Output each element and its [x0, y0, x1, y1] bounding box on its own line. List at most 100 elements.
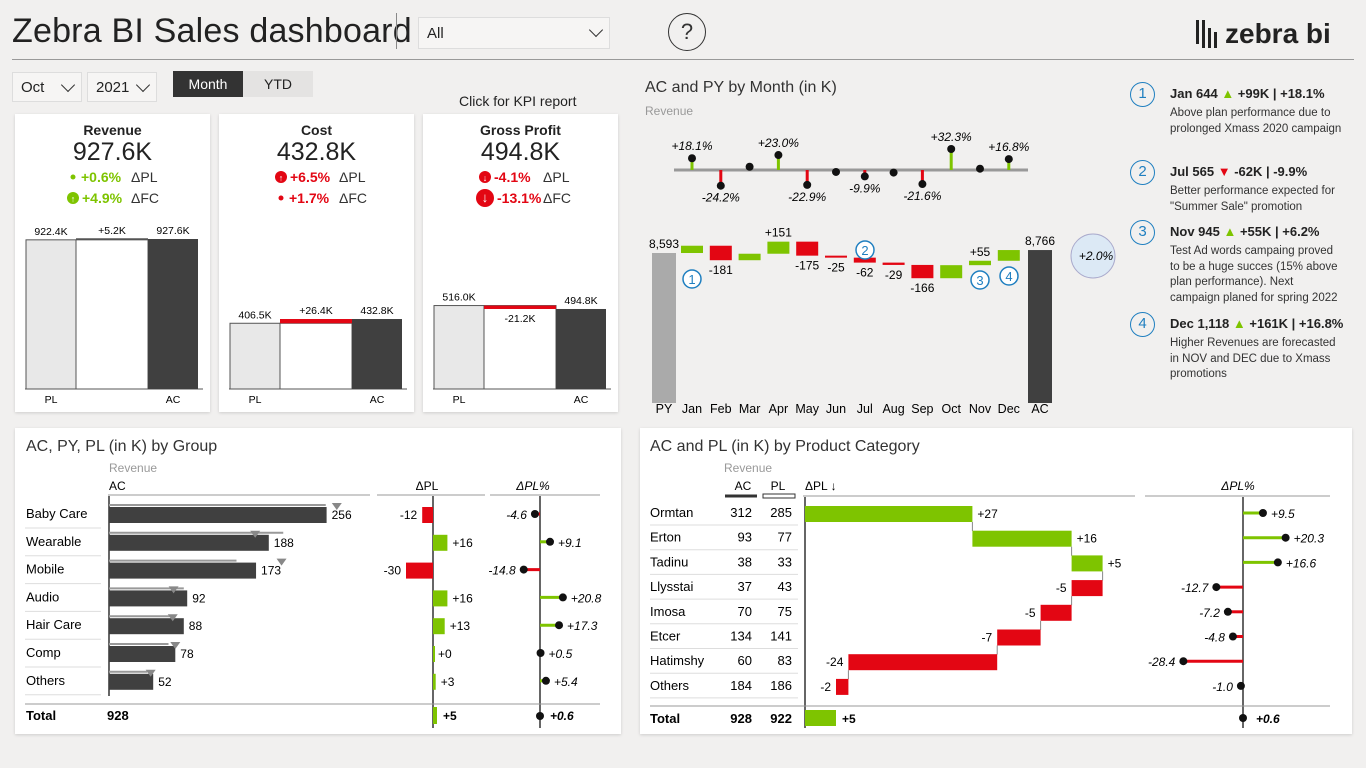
kpi-report-link[interactable]: Click for KPI report [459, 93, 577, 109]
product-row-name: Hatimshy [650, 653, 705, 668]
gross-profit-kpi-card[interactable]: Gross Profit 494.8K ↓ -4.1% ΔPL ↓ -13.1% ΔFC 5… [423, 114, 618, 412]
dplp-dot [1258, 509, 1267, 517]
pin-dot [774, 151, 783, 160]
dplp-value: -1.0 [1212, 680, 1233, 694]
ac-bar [352, 319, 402, 389]
pin-dot [947, 145, 956, 154]
month-toggle[interactable]: Month [173, 71, 243, 97]
total-dpl-bar [805, 710, 836, 726]
product-row-name: Erton [650, 530, 681, 545]
total-dplp: +0.6 [550, 709, 574, 723]
product-row-name: Llysstai [650, 579, 693, 594]
delta-bar [280, 319, 352, 324]
pl-bar [229, 322, 281, 390]
waterfall-bar-apr [767, 241, 790, 254]
pl-marker [167, 614, 178, 622]
comment-number: 2 [1130, 160, 1155, 185]
dpl-bar [848, 654, 998, 671]
variance-label: ΔFC [543, 190, 571, 206]
triangle-up-icon: ▲ [1229, 316, 1250, 331]
month-label: Feb [710, 402, 732, 416]
group-row-name: Audio [26, 589, 59, 604]
col-pl-header: PL [771, 479, 786, 493]
pl-value: 516.0K [442, 292, 475, 304]
waterfall-label: -29 [885, 268, 903, 282]
variance-value: +0.6% [81, 169, 122, 185]
month-label: Sep [911, 402, 933, 416]
total-dpl: +5 [842, 712, 856, 726]
dplp-dot [1223, 607, 1232, 616]
dpl-bar [433, 646, 435, 662]
product-ac: 60 [738, 653, 752, 668]
header-divider [12, 59, 1354, 60]
ac-value: 927.6K [156, 225, 189, 237]
variance-dot [476, 189, 494, 207]
x-label-ac: AC [574, 394, 589, 404]
variance-dot [278, 195, 284, 201]
comment-delta: -62K | -9.9% [1234, 164, 1308, 179]
ac-value: 173 [261, 564, 281, 578]
dplp-dot [546, 537, 555, 546]
month-dropdown[interactable]: Oct [12, 72, 82, 102]
total-label: Total [26, 708, 56, 723]
dpl-bar [1071, 580, 1103, 597]
pl-marker [170, 642, 181, 649]
revenue-kpi-card[interactable]: Revenue 927.6K +0.6% ΔPL ↑ +4.9% ΔFC 922.4K +5… [15, 114, 210, 412]
year-dropdown[interactable]: 2021 [87, 72, 157, 102]
comment-delta: +99K | +18.1% [1237, 86, 1325, 101]
month-label: Jun [826, 402, 846, 416]
product-row-name: Imosa [650, 604, 686, 619]
cost-kpi-chart: ↑ +6.5% ΔPL +1.7% ΔFC 406.5K +26.4K 432.8K PL AC [229, 169, 407, 404]
py-bar [279, 322, 353, 390]
help-button[interactable]: ? [668, 13, 706, 51]
variance-value: +1.7% [289, 190, 330, 206]
month-label: Aug [882, 402, 904, 416]
dplp-value: -7.2 [1199, 606, 1220, 620]
cost-kpi-card[interactable]: Cost 432.8K ↑ +6.5% ΔPL +1.7% ΔFC 406.5K +26.4… [219, 114, 414, 412]
pl-header-line [762, 493, 796, 499]
dplp-value: +16.6 [1286, 556, 1317, 570]
dpl-value: +0 [438, 647, 452, 661]
arrow-up-icon: ↑ [71, 194, 76, 204]
pl-marker [276, 558, 287, 566]
year-value: 2021 [96, 78, 130, 96]
kpi-value: 927.6K [72, 138, 153, 166]
x-label-pl: PL [249, 394, 262, 404]
comment-heading: Jan 644 ▲ +99K | +18.1% [1170, 86, 1325, 101]
variance-label: ΔFC [131, 190, 159, 206]
group-filter-value: All [427, 24, 444, 42]
ac-bar [109, 534, 269, 551]
month-label: Mar [739, 402, 761, 416]
group-filter-dropdown[interactable]: All [418, 17, 610, 49]
dpl-value: -5 [1025, 606, 1036, 620]
comment-value: Jan 644 [1170, 86, 1218, 101]
x-label-ac: AC [370, 394, 385, 404]
comment-marker [855, 240, 875, 260]
comment-marker [970, 270, 990, 290]
product-ac: 312 [730, 505, 752, 520]
month-label: Nov [969, 402, 992, 416]
variance-label: ΔFC [339, 190, 367, 206]
pl-value: 406.5K [238, 309, 271, 321]
waterfall-bar-dec [997, 250, 1020, 261]
total-dpl: +5 [443, 709, 457, 723]
page-title: Zebra BI Sales dashboard [12, 12, 412, 50]
dplp-dot [558, 593, 567, 602]
product-table-subtitle: Revenue [724, 461, 773, 475]
variance-value: -13.1% [497, 190, 542, 206]
waterfall-label: +55 [970, 245, 991, 259]
comments-panel: 1 Jan 644 ▲ +99K | +18.1% Above plan perfo… [1130, 80, 1350, 390]
waterfall-label: +151 [765, 226, 792, 240]
ytd-toggle[interactable]: YTD [243, 71, 313, 97]
comment-marker [999, 266, 1019, 286]
ac-bar [109, 507, 327, 523]
dpl-bar [406, 562, 433, 579]
triangle-up-icon: ▲ [1219, 224, 1240, 239]
variance-label: ΔPL [131, 169, 158, 185]
product-pl: 141 [770, 629, 792, 644]
dplp-dot [536, 649, 545, 657]
ac-bar [109, 618, 184, 635]
ac-bar [109, 646, 176, 662]
dpl-bar [805, 506, 973, 522]
pin-label: +32.3% [931, 130, 972, 144]
